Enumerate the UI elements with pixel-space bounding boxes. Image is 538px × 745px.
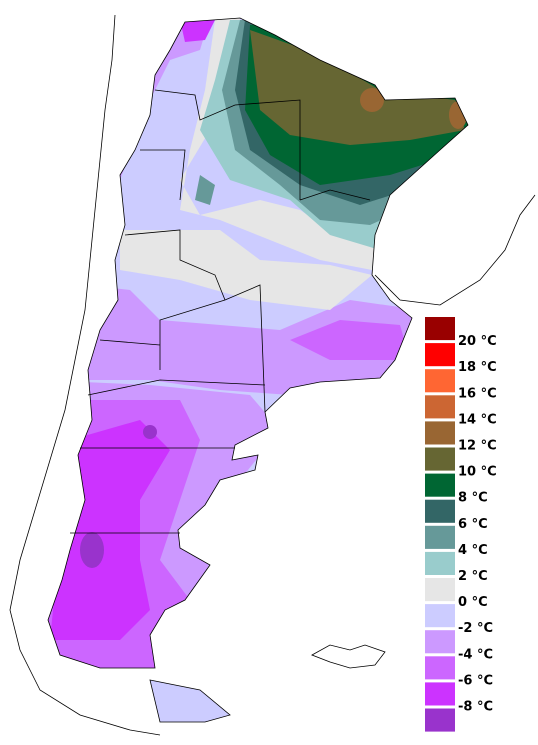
legend-label: -6 °C: [458, 673, 493, 688]
country-border: [47, 17, 469, 669]
field: [80, 532, 104, 568]
legend-swatch: [425, 343, 455, 367]
legend-swatch: [425, 656, 455, 680]
legend-swatch: [425, 499, 455, 523]
legend-swatch: [425, 578, 455, 602]
field: [143, 425, 157, 439]
legend-label: -8 °C: [458, 700, 493, 715]
legend-label: 6 °C: [458, 517, 488, 532]
legend-label: 14 °C: [458, 412, 497, 427]
legend-swatch: [425, 317, 455, 341]
legend-label: 12 °C: [458, 439, 497, 454]
legend-label: 20 °C: [458, 334, 497, 349]
province-border: [70, 89, 371, 534]
field: [180, 20, 215, 42]
legend-label: 10 °C: [458, 465, 497, 480]
legend-label: 8 °C: [458, 491, 488, 506]
falklands: [311, 644, 386, 669]
legend-swatch: [425, 421, 455, 445]
legend-swatch: [425, 395, 455, 419]
legend-label: -4 °C: [458, 647, 493, 662]
field: [290, 320, 410, 360]
legend-label: 18 °C: [458, 360, 497, 375]
legend-swatch: [425, 473, 455, 497]
field: [360, 88, 384, 112]
legend-label: 0 °C: [458, 595, 488, 610]
legend-swatch: [425, 682, 455, 706]
legend-swatch: [425, 369, 455, 393]
field: [48, 280, 420, 395]
field: [120, 230, 372, 310]
legend-swatch: [425, 551, 455, 575]
legend-swatch: [425, 604, 455, 628]
legend-swatch: [425, 447, 455, 471]
field: [195, 175, 215, 205]
tierra-del-fuego: [149, 679, 231, 723]
field: [449, 101, 467, 129]
legend-swatch: [425, 708, 455, 732]
field: [250, 30, 465, 145]
neighbour-border: [9, 14, 161, 736]
legend-label: 4 °C: [458, 543, 488, 558]
legend-swatch: [425, 525, 455, 549]
coast-line: [374, 194, 536, 306]
legend-swatch: [425, 630, 455, 654]
legend-label: 16 °C: [458, 386, 497, 401]
legend-label: -2 °C: [458, 621, 493, 636]
legend-label: 2 °C: [458, 569, 488, 584]
